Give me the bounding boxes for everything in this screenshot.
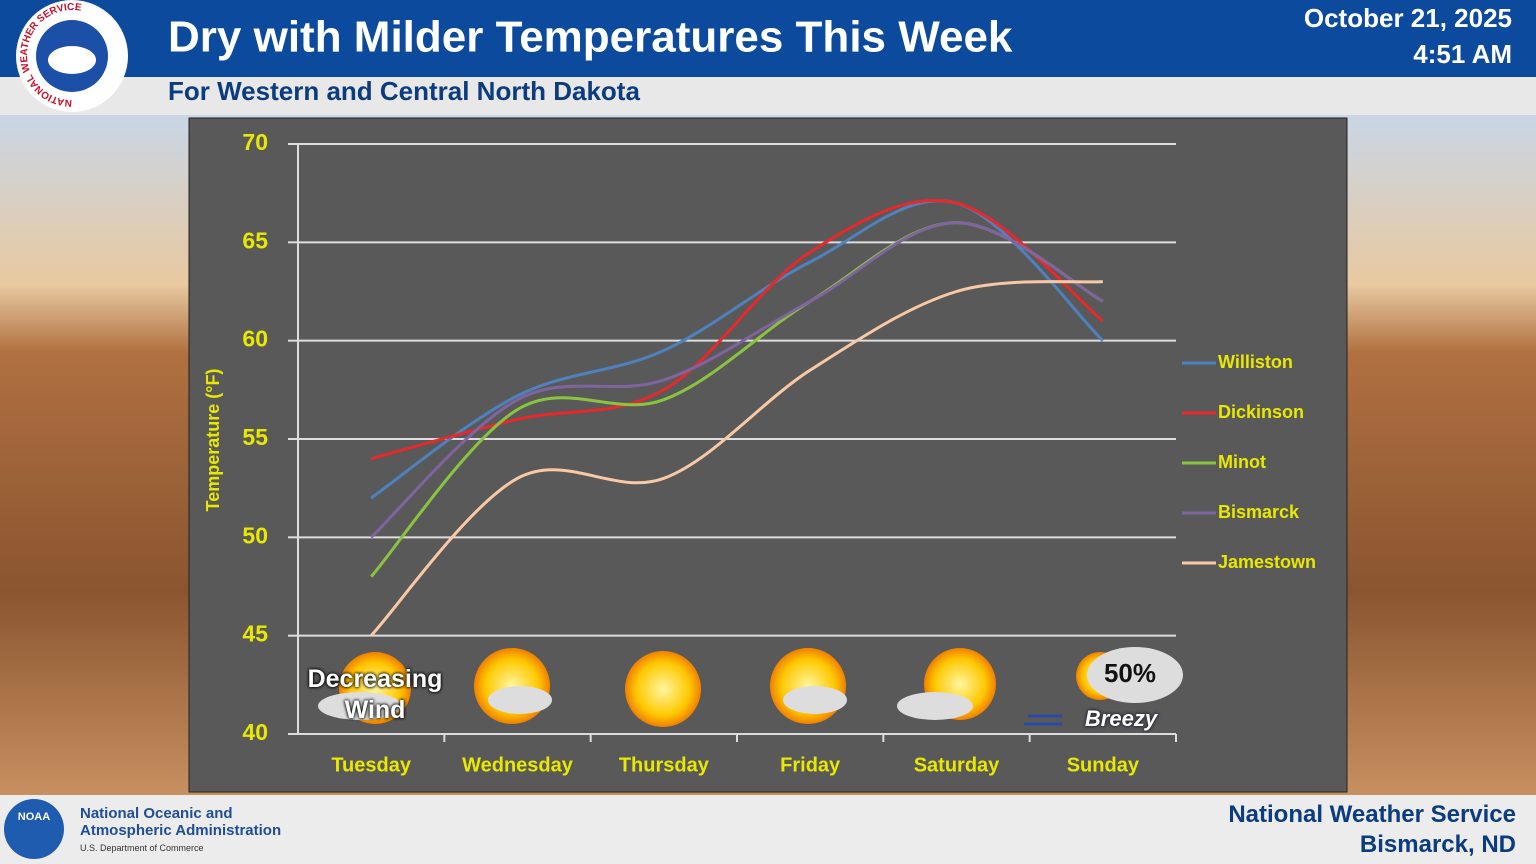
legend-label: Dickinson xyxy=(1218,402,1304,422)
y-tick-label: 55 xyxy=(242,424,268,450)
header-bar xyxy=(0,0,1536,77)
cloud-icon xyxy=(897,692,973,720)
x-tick-label: Sunday xyxy=(1067,754,1140,776)
y-axis-title: Temperature (°F) xyxy=(203,369,223,512)
x-tick-label: Wednesday xyxy=(462,754,574,776)
subtitle: For Western and Central North Dakota xyxy=(168,76,640,106)
legend-label: Minot xyxy=(1218,452,1266,472)
office-line: Bismarck, ND xyxy=(1359,831,1516,858)
y-tick-label: 45 xyxy=(242,621,268,647)
series-line xyxy=(370,221,1104,539)
weather-icons xyxy=(318,647,1183,727)
legend-label: Jamestown xyxy=(1218,552,1316,572)
y-tick-label: 40 xyxy=(242,719,268,745)
series-line xyxy=(370,280,1103,637)
legend-label: Bismarck xyxy=(1218,502,1300,522)
y-tick-label: 60 xyxy=(242,326,268,352)
y-tick-label: 65 xyxy=(242,227,268,253)
cloud-icon xyxy=(1087,647,1183,703)
x-tick-label: Thursday xyxy=(619,754,710,776)
annotation: Decreasing Wind xyxy=(307,665,443,724)
noaa-logo: NOAA xyxy=(4,799,64,859)
x-tick-label: Saturday xyxy=(914,754,1000,776)
series-line xyxy=(370,199,1104,500)
x-tick-label: Tuesday xyxy=(331,754,412,776)
nws-logo-cloud xyxy=(48,46,96,74)
department: U.S. Department of Commerce xyxy=(80,843,204,853)
annotation: Breezy xyxy=(1084,706,1158,731)
series-line xyxy=(370,198,1104,461)
cloud-icon xyxy=(488,686,552,714)
date: October 21, 2025 xyxy=(1304,3,1512,33)
legend-label: Williston xyxy=(1218,352,1293,372)
x-tick-label: Friday xyxy=(780,754,841,776)
sun-icon xyxy=(625,651,701,727)
agency-line: Atmospheric Administration xyxy=(80,822,282,839)
title: Dry with Milder Temperatures This Week xyxy=(168,13,1013,62)
agency-line: National Oceanic and xyxy=(80,805,233,822)
time: 4:51 AM xyxy=(1413,39,1512,69)
y-tick-label: 50 xyxy=(242,522,268,548)
office-line: National Weather Service xyxy=(1228,801,1516,828)
subheader-bar xyxy=(0,77,1536,115)
annotation: 50% xyxy=(1103,658,1157,688)
cloud-icon xyxy=(783,686,847,714)
footer: NOAA National Oceanic and Atmospheric Ad… xyxy=(0,795,1536,864)
cloud-icon xyxy=(318,692,402,720)
y-tick-label: 70 xyxy=(242,129,268,155)
